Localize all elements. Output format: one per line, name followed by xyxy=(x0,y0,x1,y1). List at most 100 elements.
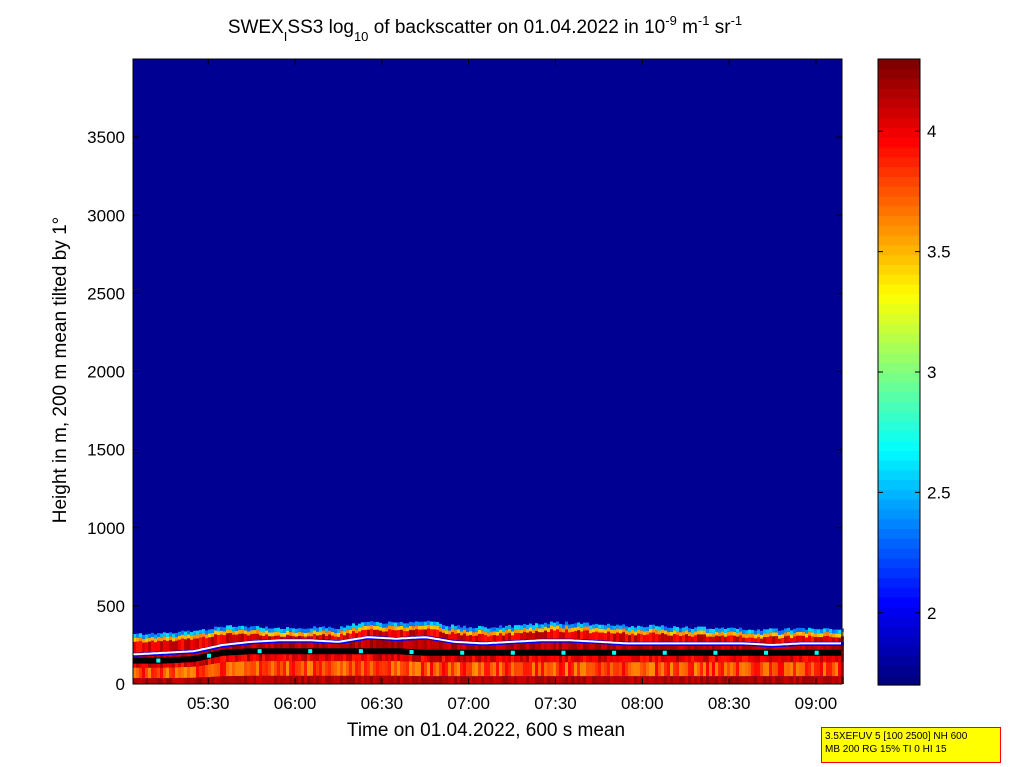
heatmap-cell xyxy=(151,660,154,668)
heatmap-cell xyxy=(391,661,394,676)
heatmap-cell xyxy=(583,622,586,627)
heatmap-cell xyxy=(322,634,325,640)
heatmap-cell xyxy=(379,626,382,631)
colorbar-segment xyxy=(878,127,920,138)
heatmap-cell xyxy=(388,625,391,630)
heatmap-cell xyxy=(343,643,346,652)
heatmap-cell xyxy=(742,637,745,642)
heatmap-cell xyxy=(148,637,151,642)
colorbar-tick-label: 2.5 xyxy=(927,483,951,502)
heatmap-cell xyxy=(445,642,448,653)
heatmap-cell xyxy=(283,642,286,652)
heatmap-cell xyxy=(793,662,796,677)
heatmap-cell xyxy=(484,631,487,636)
heatmap-cell xyxy=(502,635,505,641)
heatmap-cell xyxy=(454,626,457,630)
heatmap-cell xyxy=(682,627,685,632)
heatmap-cell xyxy=(523,643,526,653)
heatmap-cell xyxy=(220,653,223,663)
heatmap-cell xyxy=(631,662,634,677)
heatmap-cell xyxy=(592,624,595,629)
heatmap-cell xyxy=(760,638,763,643)
heatmap-cell xyxy=(793,636,796,643)
heatmap-cell xyxy=(322,661,325,676)
heatmap-cell xyxy=(814,636,817,642)
x-axis: 05:30 06:00 06:30 07:00 07:30 08:00 08:30 09:00 xyxy=(187,59,837,713)
colorbar-segment xyxy=(878,391,920,402)
heatmap-cell xyxy=(664,634,667,642)
heatmap-cell xyxy=(151,667,154,679)
heatmap-cell xyxy=(334,651,337,662)
heatmap-cell xyxy=(721,631,724,636)
heatmap-cell xyxy=(598,652,601,663)
heatmap-cell xyxy=(559,631,562,639)
heatmap-cell xyxy=(742,662,745,677)
heatmap-cell xyxy=(139,667,142,679)
heatmap-cell xyxy=(715,635,718,642)
heatmap-cell xyxy=(154,642,157,652)
heatmap-cell xyxy=(607,652,610,663)
heatmap-cell xyxy=(484,662,487,677)
heatmap-cell xyxy=(823,645,826,653)
cyan-marker xyxy=(814,650,819,655)
heatmap-cell xyxy=(520,625,523,630)
colorbar-segment xyxy=(878,665,920,676)
heatmap-cell xyxy=(472,645,475,653)
heatmap-cell xyxy=(643,676,646,684)
heatmap-cell xyxy=(556,629,559,639)
heatmap-cell xyxy=(667,627,670,632)
heatmap-cell xyxy=(499,633,502,641)
heatmap-cell xyxy=(436,641,439,653)
colorbar-segment xyxy=(878,606,920,618)
heatmap-cell xyxy=(796,646,799,653)
heatmap-cell xyxy=(754,634,757,639)
heatmap-cell xyxy=(559,627,562,632)
heatmap-cell xyxy=(688,636,691,642)
title-exp2: -1 xyxy=(698,13,710,28)
heatmap-cell xyxy=(439,627,442,632)
heatmap-cell xyxy=(211,676,214,684)
heatmap-cell xyxy=(574,662,577,677)
heatmap-cell xyxy=(457,625,460,630)
heatmap-cell xyxy=(397,622,400,627)
heatmap-cell xyxy=(796,631,799,636)
heatmap-cell xyxy=(205,634,208,639)
black-marker-line xyxy=(133,648,841,664)
heatmap-cell xyxy=(712,676,715,684)
heatmap-cell xyxy=(142,634,145,639)
heatmap-cell xyxy=(391,629,394,637)
heatmap-cell xyxy=(688,632,691,637)
heatmap-cell xyxy=(787,635,790,643)
heatmap-cell xyxy=(310,636,313,639)
heatmap-cell xyxy=(166,660,169,668)
heatmap-cell xyxy=(649,632,652,642)
heatmap-cell xyxy=(388,621,391,626)
heatmap-cell xyxy=(586,622,589,627)
heatmap-cell xyxy=(718,662,721,677)
heatmap-cell xyxy=(505,676,508,684)
heatmap-cell xyxy=(772,652,775,663)
heatmap-cell xyxy=(193,638,196,650)
heatmap-cell xyxy=(442,642,445,653)
heatmap-cell xyxy=(700,662,703,677)
heatmap-cell xyxy=(505,652,508,663)
heatmap-cell xyxy=(286,675,289,684)
heatmap-cell xyxy=(715,652,718,663)
x-axis-label: Time on 01.04.2022, 600 s mean xyxy=(347,720,625,741)
heatmap-cell xyxy=(616,628,619,633)
heatmap-cell xyxy=(646,662,649,677)
heatmap-cell xyxy=(244,651,247,662)
heatmap-cell xyxy=(745,634,748,639)
heatmap-cell xyxy=(646,626,649,631)
heatmap-cell xyxy=(706,676,709,684)
heatmap-cell xyxy=(259,651,262,662)
heatmap-cell xyxy=(424,652,427,663)
heatmap-cell xyxy=(484,627,487,632)
heatmap-cell xyxy=(235,676,238,684)
heatmap-cell xyxy=(388,651,391,662)
heatmap-cell xyxy=(355,661,358,676)
heatmap-cell xyxy=(250,661,253,676)
heatmap-cell xyxy=(232,661,235,677)
heatmap-cell xyxy=(715,676,718,684)
heatmap-cell xyxy=(562,624,565,629)
